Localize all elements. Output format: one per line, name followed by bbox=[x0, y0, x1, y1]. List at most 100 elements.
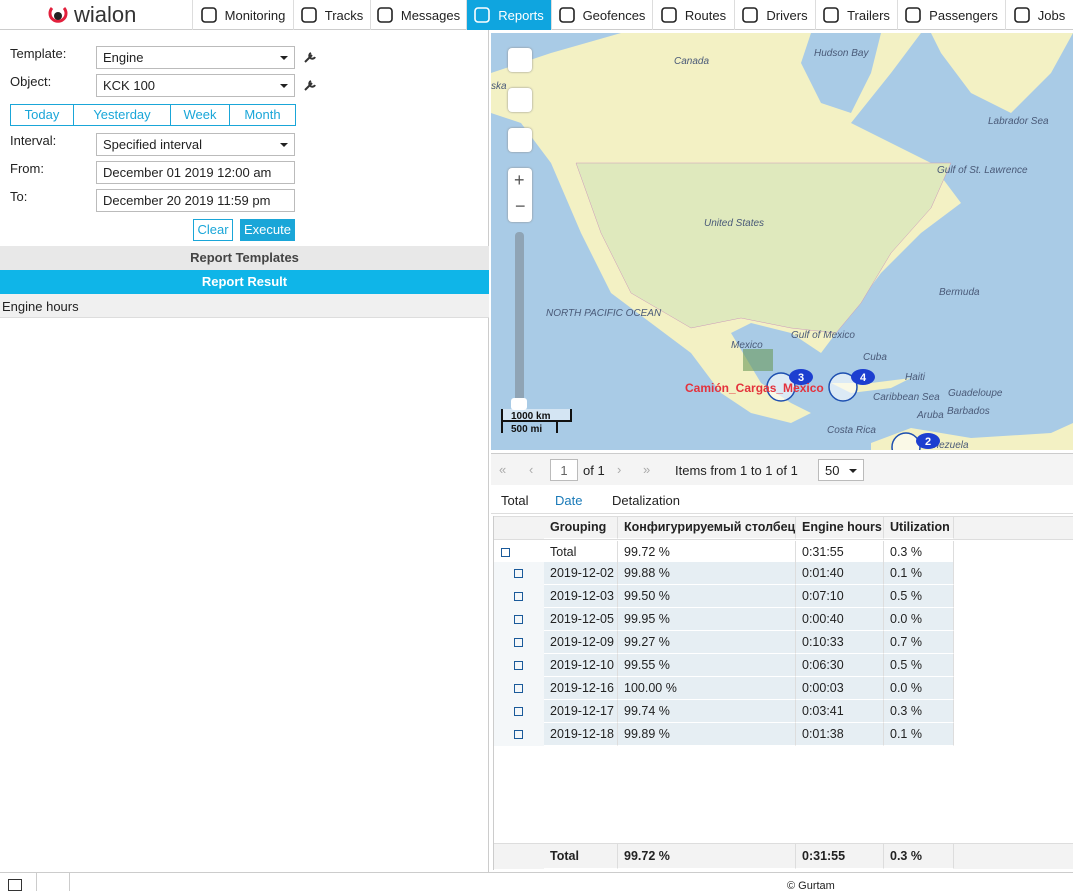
nav-tab[interactable]: Monitoring bbox=[192, 0, 293, 30]
map-label: Costa Rica bbox=[827, 425, 876, 436]
period-button[interactable]: Month bbox=[229, 104, 296, 126]
map-zoom[interactable]: + − bbox=[508, 168, 532, 222]
table-cell: 0.1 % bbox=[884, 562, 954, 585]
table-cell: 99.55 % bbox=[618, 654, 796, 677]
zoom-in[interactable]: + bbox=[514, 170, 525, 190]
expand-icon[interactable] bbox=[514, 684, 523, 693]
tab-icon bbox=[905, 7, 921, 23]
pager-next[interactable]: › bbox=[617, 462, 622, 477]
nav-tab[interactable]: Tracks bbox=[293, 0, 370, 30]
expand-icon[interactable] bbox=[514, 592, 523, 601]
report-result-header[interactable]: Report Result bbox=[0, 270, 489, 294]
total-cell: 0:31:55 bbox=[796, 844, 884, 869]
period-button[interactable]: Yesterday bbox=[73, 104, 171, 126]
tab-icon bbox=[823, 7, 839, 23]
to-input[interactable]: December 20 2019 11:59 pm bbox=[96, 189, 295, 212]
map-search[interactable] bbox=[508, 48, 532, 72]
cluster-badge bbox=[916, 433, 940, 449]
to-label: To: bbox=[10, 189, 28, 204]
execute-button[interactable]: Execute bbox=[240, 219, 295, 241]
map-label: Guadeloupe bbox=[948, 388, 1003, 399]
pager-last[interactable]: » bbox=[643, 462, 651, 477]
tab-label: Geofences bbox=[582, 7, 646, 23]
unit-cluster[interactable] bbox=[828, 372, 858, 402]
template-label: Template: bbox=[10, 46, 67, 61]
tab-icon bbox=[661, 7, 677, 23]
table-cell: 99.74 % bbox=[618, 700, 796, 723]
grouping-tab[interactable]: Date bbox=[555, 493, 583, 508]
map-label: Barbados bbox=[947, 406, 990, 417]
map-label: Caribbean Sea bbox=[873, 392, 940, 403]
table-cell: 0.0 % bbox=[884, 677, 954, 700]
zoom-thumb[interactable] bbox=[511, 398, 527, 410]
grouping-tab[interactable]: Detalization bbox=[612, 493, 680, 508]
table-cell: 0.3 % bbox=[884, 541, 954, 564]
template-select[interactable]: Engine bbox=[96, 46, 295, 69]
grouping-tab[interactable]: Total bbox=[501, 493, 529, 508]
tab-label: Reports bbox=[498, 7, 544, 23]
table-cell: 2019-12-09 bbox=[544, 631, 618, 654]
period-button[interactable]: Today bbox=[10, 104, 74, 126]
zoom-slider[interactable] bbox=[515, 232, 524, 407]
nav-tab[interactable]: Messages bbox=[370, 0, 466, 30]
unit-cluster[interactable] bbox=[891, 432, 921, 450]
nav-tab[interactable]: Passengers bbox=[897, 0, 1005, 30]
pager-prev[interactable]: ‹ bbox=[529, 462, 534, 477]
from-input[interactable]: December 01 2019 12:00 am bbox=[96, 161, 295, 184]
nav-tab[interactable]: Reports bbox=[466, 0, 551, 30]
zoom-out[interactable]: − bbox=[515, 196, 526, 216]
map-label: Bermuda bbox=[939, 287, 980, 298]
expand-icon[interactable] bbox=[514, 707, 523, 716]
clear-button[interactable]: Clear bbox=[193, 219, 233, 241]
map-label: Cuba bbox=[863, 352, 887, 363]
map-layers[interactable] bbox=[508, 128, 532, 152]
layout-icon[interactable] bbox=[8, 879, 22, 891]
nav-tab[interactable]: Jobs bbox=[1005, 0, 1073, 30]
column-header[interactable]: Engine hours bbox=[796, 516, 884, 539]
map[interactable]: Hudson Bay Canada ska Labrador Sea Gulf of S… bbox=[491, 33, 1073, 450]
table-cell: 99.27 % bbox=[618, 631, 796, 654]
column-header[interactable]: Grouping bbox=[544, 516, 618, 539]
report-templates-header[interactable]: Report Templates bbox=[0, 246, 489, 270]
total-cell: 99.72 % bbox=[618, 844, 796, 869]
expand-icon[interactable] bbox=[514, 638, 523, 647]
map-visibility[interactable] bbox=[508, 88, 532, 112]
apps-icon[interactable] bbox=[36, 873, 70, 891]
tab-label: Jobs bbox=[1037, 7, 1066, 23]
nav-tab[interactable]: Routes bbox=[652, 0, 734, 30]
land-greenland bbox=[931, 33, 1073, 113]
scale-label: 1000 km bbox=[511, 411, 551, 422]
expand-icon[interactable] bbox=[514, 615, 523, 624]
interval-select[interactable]: Specified interval bbox=[96, 133, 295, 156]
tab-label: Trailers bbox=[847, 7, 890, 23]
tab-label: Drivers bbox=[766, 7, 808, 23]
object-select[interactable]: KCK 100 bbox=[96, 74, 295, 97]
table-cell: 2019-12-03 bbox=[544, 585, 618, 608]
table-cell: 0:31:55 bbox=[796, 541, 884, 564]
nav-tab[interactable]: Drivers bbox=[734, 0, 815, 30]
result-table: Grouping Конфигурируемый столбец Engine ho… bbox=[493, 516, 1073, 870]
collapse-icon[interactable] bbox=[501, 548, 510, 557]
pager-first[interactable]: « bbox=[499, 462, 507, 477]
nav-tab[interactable]: Geofences bbox=[551, 0, 652, 30]
period-button[interactable]: Week bbox=[170, 104, 230, 126]
tab-icon bbox=[300, 7, 317, 23]
expand-icon[interactable] bbox=[514, 569, 523, 578]
map-label: Gulf of St. Lawrence bbox=[937, 165, 1028, 176]
result-item[interactable]: Engine hours bbox=[0, 294, 489, 318]
table-cell: 0.5 % bbox=[884, 654, 954, 677]
nav-tab[interactable]: Trailers bbox=[815, 0, 897, 30]
column-header[interactable]: Конфигурируемый столбец bbox=[618, 516, 796, 539]
tab-label: Routes bbox=[684, 7, 727, 23]
per-page-select[interactable]: 50 bbox=[818, 459, 864, 481]
pager-page[interactable]: 1 bbox=[550, 459, 578, 481]
column-header[interactable]: Utilization bbox=[884, 516, 954, 539]
pager-of: of 1 bbox=[583, 463, 605, 478]
table-cell: 2019-12-10 bbox=[544, 654, 618, 677]
expand-icon[interactable] bbox=[514, 661, 523, 670]
unit-cluster[interactable] bbox=[766, 372, 796, 402]
cluster-count: 4 bbox=[860, 372, 867, 384]
expand-icon[interactable] bbox=[514, 730, 523, 739]
unit-label: Camión_Cargas_Mexico bbox=[685, 381, 824, 395]
